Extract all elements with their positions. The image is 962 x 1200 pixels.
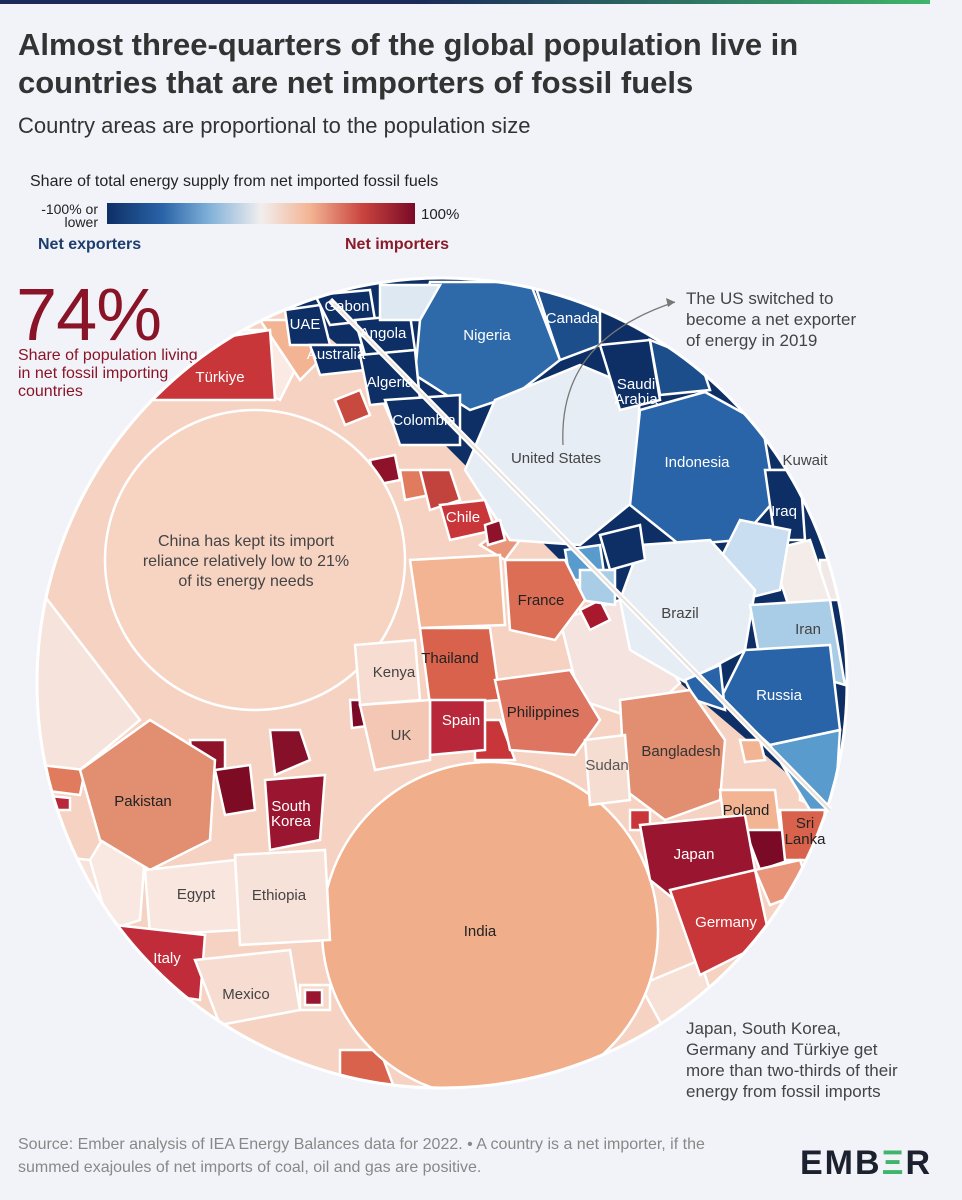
china-annotation-line1: China has kept its import (158, 533, 335, 550)
chart-subtitle: Country areas are proportional to the po… (18, 113, 531, 138)
label-spain: Spain (442, 712, 480, 729)
label-indonesia: Indonesia (664, 454, 730, 471)
label-ethiopia: Ethiopia (252, 887, 307, 904)
us-annotation-arrowhead (666, 298, 675, 307)
cell-colombia (383, 393, 462, 447)
label-canada: Canada (546, 310, 599, 327)
label-south: South (271, 798, 310, 815)
label-thailand: Thailand (421, 650, 479, 667)
cell-united-states (463, 363, 642, 547)
label-lanka: Lanka (785, 831, 827, 848)
net-importers-label: Net importers (345, 236, 450, 253)
legend-title: Share of total energy supply from net im… (30, 173, 439, 190)
cell-nigeria (413, 280, 562, 412)
label-italy: Italy (153, 950, 181, 967)
label-gabon: Gabon (324, 298, 369, 315)
china-annotation-line2: reliance relatively low to 21% (143, 553, 349, 570)
legend-max-label: 100% (421, 206, 460, 223)
label-algeria: Algeria (367, 374, 414, 391)
japan-annotation-line2: Germany and Türkiye get (686, 1040, 878, 1059)
us-annotation-line1: The US switched to (686, 289, 833, 308)
cell-saudi-arabia (598, 338, 662, 412)
net-exporters-label: Net exporters (38, 236, 142, 253)
cell-chile-small (483, 518, 507, 547)
label-united-states: United States (511, 450, 601, 467)
label-philippines: Philippines (507, 704, 580, 721)
cell-france (503, 558, 587, 642)
label-russia: Russia (756, 687, 803, 704)
ember-logo: EMBΞR (800, 1144, 933, 1182)
top-accent-bar (0, 0, 930, 4)
cell-pakistan (78, 718, 217, 872)
cell-philippines (493, 668, 602, 757)
label-turkiye: Türkiye (195, 369, 244, 386)
label-sudan: Sudan (585, 757, 628, 774)
label-japan: Japan (674, 846, 715, 863)
label-germany: Germany (695, 914, 757, 931)
label-kuwait: Kuwait (782, 452, 828, 469)
label-saudi: Saudi (617, 376, 655, 393)
label-pakistan: Pakistan (114, 793, 172, 810)
label-uae: UAE (290, 316, 321, 333)
cell-extra-light (378, 283, 443, 322)
label-egypt: Egypt (177, 886, 216, 903)
japan-annotation-line1: Japan, South Korea, (686, 1019, 841, 1038)
legend-color-scale (107, 203, 415, 224)
cell-china (103, 408, 407, 712)
source-note: Source: Ember analysis of IEA Energy Bal… (18, 1136, 705, 1176)
cell-uk (358, 698, 432, 772)
cell-turkiye (147, 328, 277, 402)
label-mexico: Mexico (222, 986, 270, 1003)
cell-south-korea (263, 773, 327, 852)
cell-indonesia (628, 390, 777, 547)
label-chile: Chile (446, 509, 480, 526)
cell-big-peach (408, 553, 507, 630)
japan-annotation-line4: energy from fossil imports (686, 1082, 881, 1101)
label-iran: Iran (795, 621, 821, 638)
label-poland: Poland (723, 802, 770, 819)
label-bangladesh: Bangladesh (641, 743, 720, 760)
legend-min-label: -100% or lower (41, 201, 98, 230)
cell-small-blue-2 (598, 523, 647, 572)
cell-ethiopia (233, 848, 332, 947)
label-colombia: Colombia (392, 412, 456, 429)
label-brazil: Brazil (661, 605, 699, 622)
us-annotation-line2: become a net exporter (686, 310, 856, 329)
china-annotation-line3: of its energy needs (178, 573, 313, 590)
label-iraq: Iraq (771, 503, 797, 520)
us-annotation-arrow (562, 301, 676, 446)
us-annotation-line3: of energy in 2019 (686, 331, 817, 350)
callout-value: 74% (16, 273, 162, 356)
callout-description: Share of population living in net fossil… (18, 347, 198, 400)
label-france: France (518, 592, 565, 609)
label-angola: Angola (360, 325, 407, 342)
label-arabia: Arabia (614, 391, 658, 408)
label-india: India (464, 923, 497, 940)
label-australia: Australia (307, 346, 366, 363)
label-korea: Korea (271, 813, 312, 830)
cell-mexico (193, 948, 302, 1027)
cell-sudan (583, 733, 632, 807)
label-uk: UK (391, 727, 412, 744)
chart-title: Almost three-quarters of the global popu… (18, 27, 799, 100)
japan-annotation-line3: more than two-thirds of their (686, 1061, 898, 1080)
label-kenya: Kenya (373, 664, 416, 681)
label-nigeria: Nigeria (463, 327, 511, 344)
label-sri: Sri (796, 815, 814, 832)
